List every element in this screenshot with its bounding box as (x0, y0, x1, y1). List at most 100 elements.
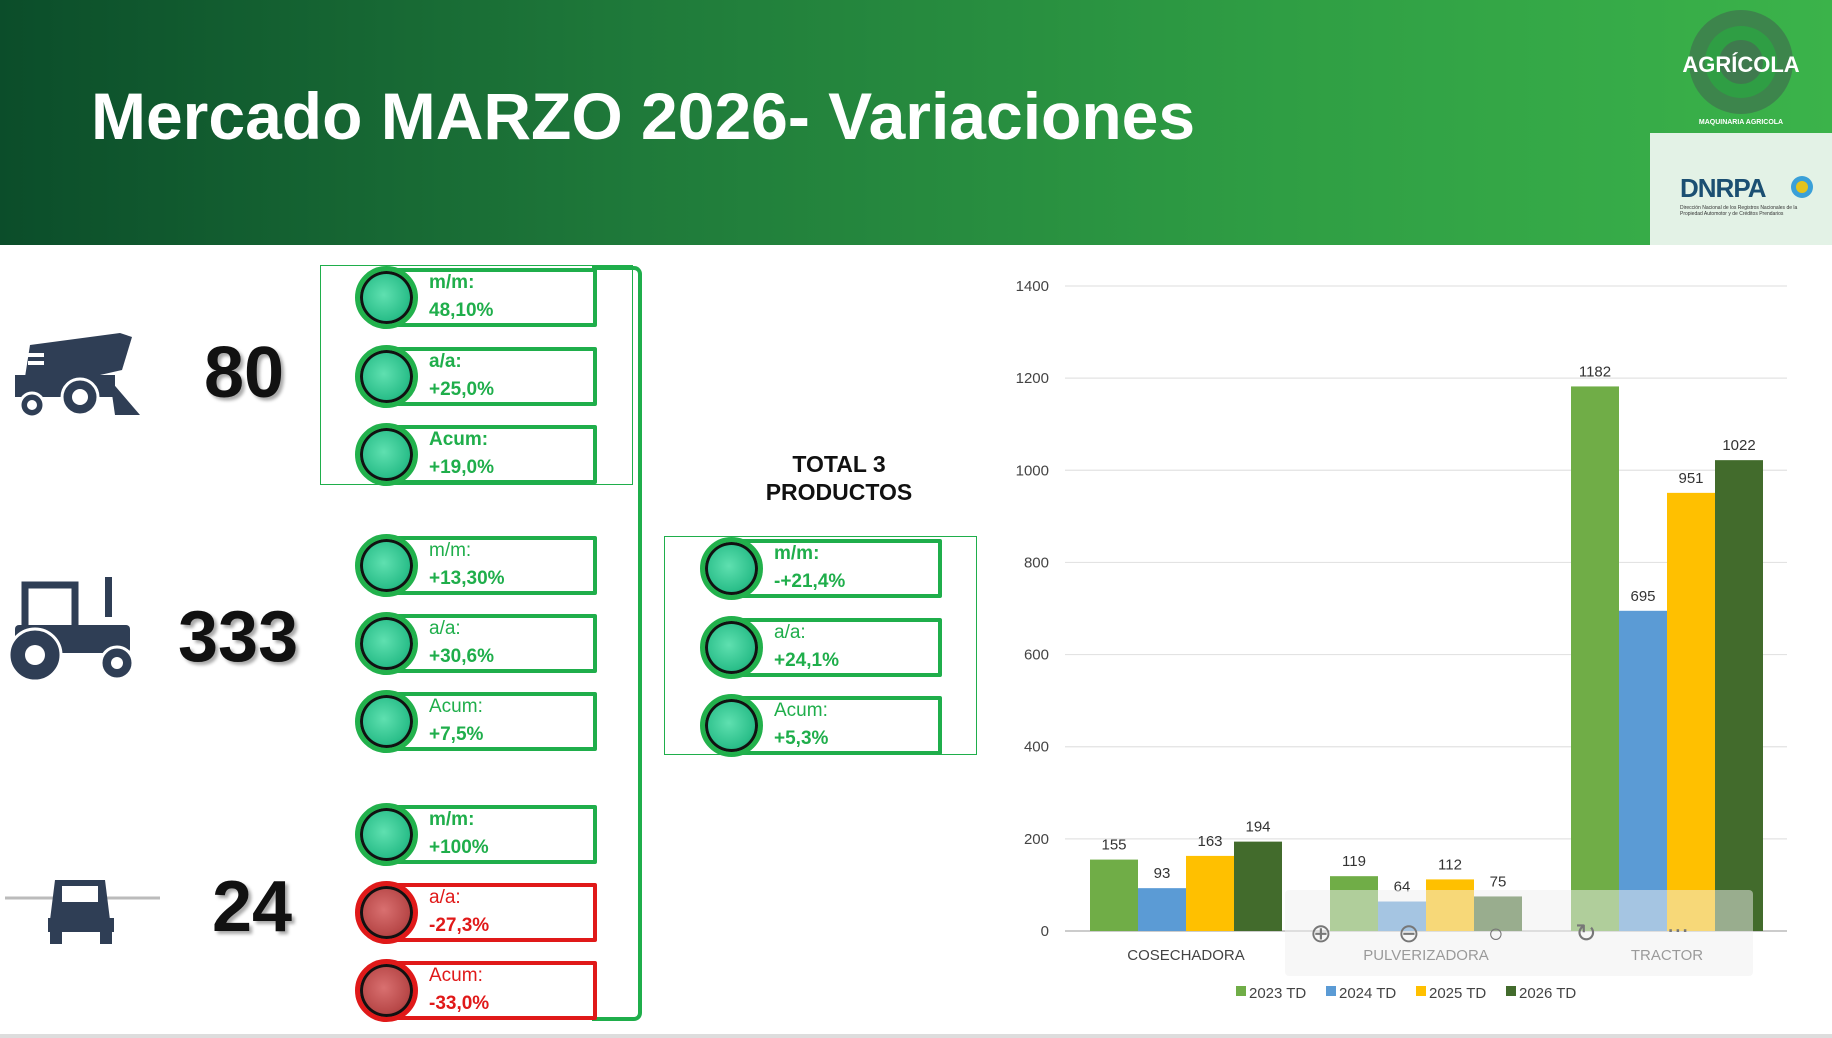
indicator-aa: a/a: +30,6% (355, 612, 597, 675)
total-title-line2: PRODUCTOS (765, 479, 913, 505)
svg-text:MAQUINARIA AGRICOLA: MAQUINARIA AGRICOLA (1699, 119, 1783, 126)
zoom-in-icon[interactable]: ⊕ (1310, 918, 1332, 948)
legend-label: 2023 TD (1249, 985, 1306, 1002)
status-light-icon (355, 423, 418, 486)
data-label: 75 (1490, 873, 1507, 890)
zoom-out-icon[interactable]: ⊖ (1398, 918, 1420, 948)
indicator-label: m/m: (429, 272, 475, 293)
bar-2026-td (1234, 841, 1282, 931)
status-light-icon (700, 616, 763, 679)
total-title: TOTAL 3 PRODUCTOS (720, 450, 958, 506)
indicator-mm: m/m: +100% (355, 803, 597, 866)
indicator-label: m/m: (429, 809, 475, 830)
legend-swatch (1506, 986, 1516, 996)
indicator-acum: Acum: +7,5% (355, 690, 597, 753)
bar-2023-td (1571, 386, 1619, 932)
indicator-mm: m/m: 48,10% (355, 266, 597, 329)
indicator-box (730, 696, 942, 755)
status-light-icon (700, 694, 763, 757)
y-tick-label: 1400 (1016, 278, 1049, 295)
tractor-count: 333 (178, 597, 299, 677)
status-light-icon (355, 266, 418, 329)
data-label: 1182 (1579, 363, 1611, 380)
indicator-label: a/a: (429, 618, 461, 639)
y-tick-label: 200 (1024, 831, 1049, 848)
indicator-label: a/a: (429, 887, 461, 908)
indicator-mm: m/m: -+21,4% (700, 537, 942, 600)
indicator-value: +100% (429, 837, 489, 858)
page-title: Mercado MARZO 2026- Variaciones (91, 79, 1196, 153)
indicator-value: +7,5% (429, 724, 484, 745)
legend-label: 2024 TD (1339, 985, 1396, 1002)
status-light-icon (700, 537, 763, 600)
indicator-box (385, 347, 597, 406)
bar-2024-td (1619, 610, 1667, 931)
indicator-label: a/a: (774, 622, 806, 643)
indicator-mm: m/m: +13,30% (355, 534, 597, 597)
data-label: 951 (1678, 470, 1703, 487)
total-indicator-group (664, 536, 977, 755)
products-bracket (592, 266, 642, 1021)
indicator-aa: a/a: -27,3% (355, 881, 597, 944)
indicator-acum: Acum: +5,3% (700, 694, 942, 757)
indicator-box (385, 614, 597, 673)
bar-2025-td (1186, 855, 1234, 931)
indicator-label: Acum: (429, 429, 489, 450)
more-options-button[interactable]: ... (1667, 908, 1689, 938)
status-light-icon (355, 345, 418, 408)
data-label: 112 (1438, 856, 1462, 873)
status-light-icon (355, 959, 418, 1022)
indicator-value: 48,10% (429, 300, 494, 321)
data-label: 155 (1101, 837, 1126, 854)
harvester-count: 80 (204, 333, 285, 413)
header-banner: Mercado MARZO 2026- Variaciones AGRÍCOLA… (0, 0, 1832, 245)
legend-swatch (1236, 986, 1246, 996)
rotate-icon[interactable]: ↻ (1575, 918, 1597, 948)
harvester-indicator-group (320, 265, 633, 485)
indicator-label: Acum: (429, 696, 483, 717)
indicator-value: +13,30% (429, 568, 505, 589)
indicator-box (385, 692, 597, 751)
indicator-box (385, 883, 597, 942)
indicator-box (730, 618, 942, 677)
harvester-icon (15, 333, 140, 419)
indicator-value: -27,3% (429, 915, 490, 936)
y-tick-label: 1000 (1016, 462, 1049, 479)
indicator-acum: Acum: +19,0% (355, 423, 597, 486)
y-tick-label: 1200 (1016, 370, 1049, 387)
y-tick-label: 600 (1024, 647, 1049, 664)
data-label: 163 (1197, 833, 1222, 850)
indicator-value: +19,0% (429, 457, 494, 478)
data-label: 695 (1630, 588, 1655, 605)
y-tick-label: 400 (1024, 739, 1049, 756)
zoom-reset-icon[interactable]: ○ (1488, 918, 1504, 948)
data-label: 93 (1154, 865, 1171, 882)
legend-label: 2026 TD (1519, 985, 1576, 1002)
indicator-value: +25,0% (429, 379, 494, 400)
indicator-acum: Acum: -33,0% (355, 959, 597, 1022)
image-viewer-toolbar: ⊕ ⊖ ○ ↻ ... (1285, 890, 1753, 976)
total-title-line1: TOTAL 3 (792, 451, 886, 477)
legend-label: 2025 TD (1429, 985, 1486, 1002)
svg-text:AGRÍCOLA: AGRÍCOLA (1682, 52, 1799, 77)
data-label: 1022 (1722, 437, 1755, 454)
data-label: 194 (1245, 819, 1270, 836)
status-light-icon (355, 612, 418, 675)
indicator-label: m/m: (774, 543, 820, 564)
status-light-icon (355, 803, 418, 866)
tractor-icon (7, 577, 135, 683)
indicator-box (730, 539, 942, 598)
indicator-value: +24,1% (774, 650, 839, 671)
indicator-value: -33,0% (429, 993, 490, 1014)
indicator-box (385, 536, 597, 595)
indicator-label: m/m: (429, 540, 472, 561)
bar-2025-td (1667, 492, 1715, 931)
bar-2024-td (1138, 888, 1186, 931)
sun-emblem-icon (1791, 176, 1813, 198)
dnrpa-wordmark: DNRPA (1680, 173, 1767, 203)
y-tick-label: 800 (1024, 554, 1049, 571)
status-light-icon (355, 534, 418, 597)
bar-2023-td (1090, 859, 1138, 931)
dnrpa-logo: DNRPA Dirección Nacional de los Registro… (1650, 133, 1832, 245)
indicator-value: +5,3% (774, 728, 829, 749)
